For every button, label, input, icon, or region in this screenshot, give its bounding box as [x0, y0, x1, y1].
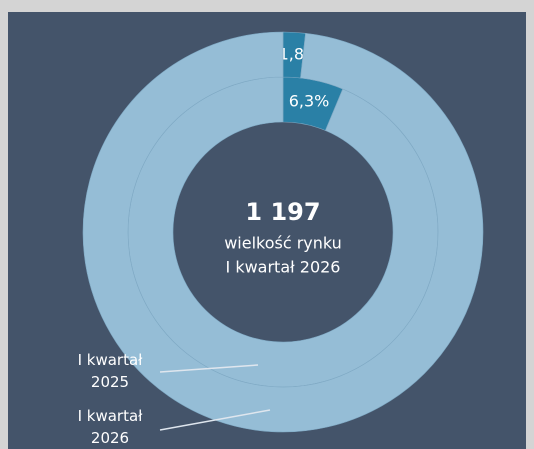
- center-text: I kwartał 2026: [226, 258, 341, 277]
- series-label: I kwartał 2025: [77, 351, 143, 391]
- center-text: wielkość rynku: [224, 234, 342, 253]
- data-label: 6,3%: [289, 92, 330, 111]
- series-label: I kwartał 2026: [77, 407, 143, 447]
- leader-line: [159, 364, 259, 373]
- leader-line: [159, 409, 271, 431]
- donut-segment: [82, 31, 484, 433]
- center-value: 1 197: [245, 198, 320, 226]
